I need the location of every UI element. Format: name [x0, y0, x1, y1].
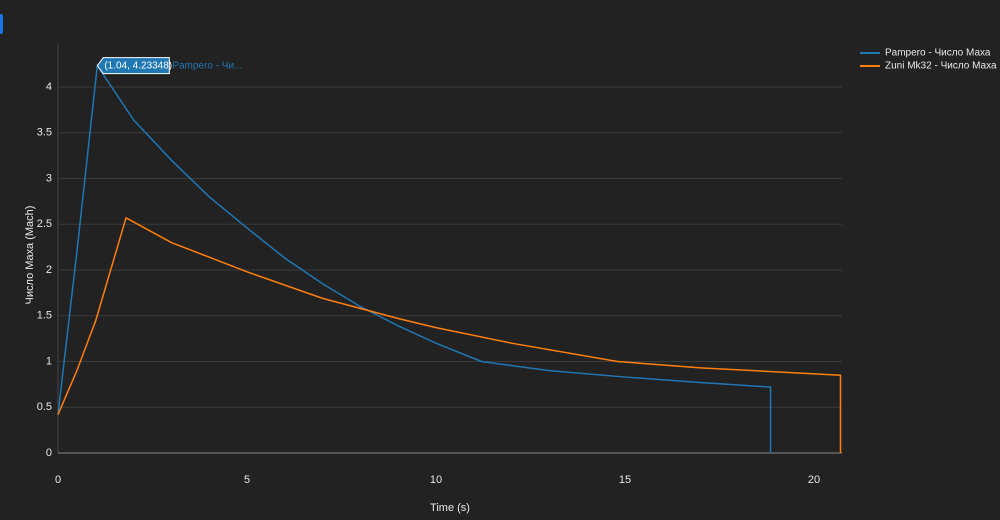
- y-tick-label: 4: [46, 81, 52, 93]
- tooltip-name: Pampero - Чи...: [172, 60, 242, 71]
- line-series: [57, 63, 772, 453]
- menu-button[interactable]: [0, 14, 3, 34]
- x-axis-title: Time (s): [430, 502, 470, 514]
- y-tick-label: 3.5: [37, 127, 52, 139]
- line-series: [57, 216, 842, 453]
- x-tick-label: 15: [619, 474, 631, 486]
- legend-label: Pampero - Число Маха: [885, 48, 991, 59]
- y-tick-label: 3: [46, 172, 52, 184]
- y-tick-label: 0: [46, 447, 52, 459]
- y-tick-label: 2: [46, 264, 52, 276]
- x-tick-label: 5: [244, 474, 250, 486]
- tooltip-box: [96, 57, 170, 75]
- y-tick-label: 0.5: [37, 401, 52, 413]
- legend-label: Zuni Mk32 - Число Маха: [885, 61, 997, 72]
- y-tick-label: 1.5: [37, 310, 52, 322]
- x-tick-label: 10: [430, 474, 442, 486]
- x-tick-label: 20: [808, 474, 820, 486]
- tooltip-label: (1.04, 4.23348): [104, 60, 172, 71]
- y-axis-title: Число Маха (Mach): [24, 206, 36, 305]
- y-tick-label: 2.5: [37, 218, 52, 230]
- y-tick-label: 1: [46, 355, 52, 367]
- x-tick-label: 0: [55, 474, 61, 486]
- grid: [57, 44, 842, 454]
- plot-area: [57, 63, 842, 453]
